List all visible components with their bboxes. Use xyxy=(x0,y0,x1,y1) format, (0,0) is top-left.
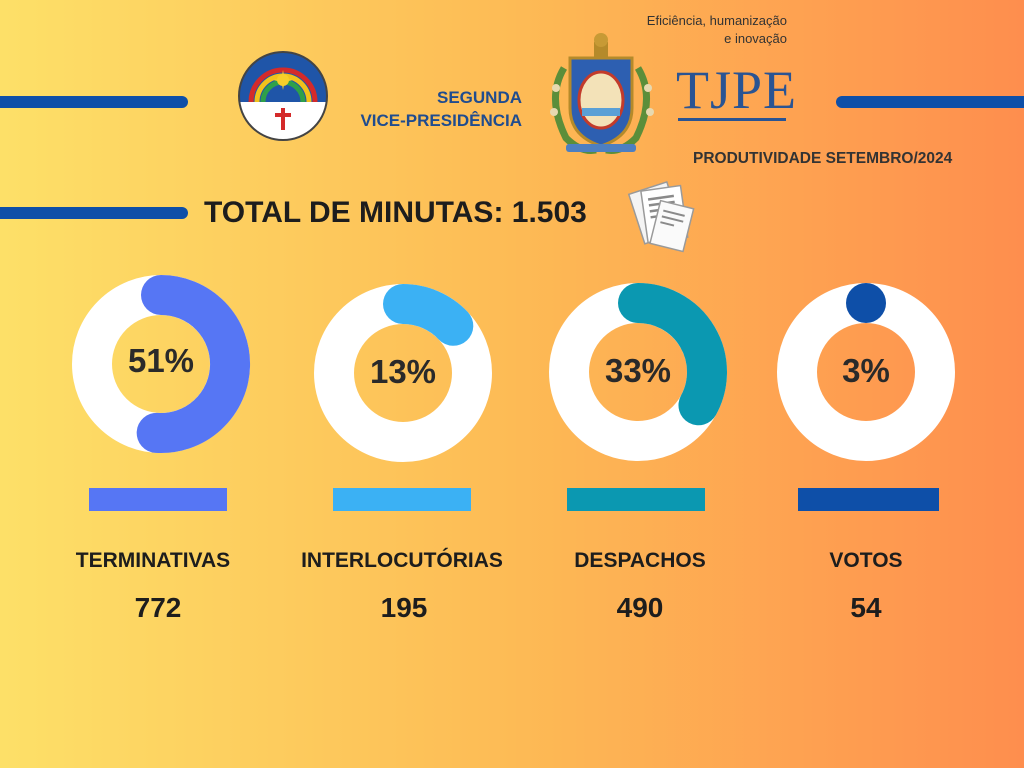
total-left-bar xyxy=(0,207,188,219)
percent-label-terminativas: 51% xyxy=(127,342,195,379)
donut-arc-terminativas xyxy=(136,275,251,453)
donut-terminativas: 51% xyxy=(71,274,251,454)
donut-votos: 3% xyxy=(776,282,956,462)
coat-of-arms-icon xyxy=(550,33,654,154)
tjpe-logo-underline xyxy=(678,118,786,121)
donut-arc-interlocutorias xyxy=(383,284,474,346)
pernambuco-flag-logo xyxy=(238,51,328,141)
org-line-2: VICE-PRESIDÊNCIA xyxy=(360,111,522,130)
donut-interlocutorias: 13% xyxy=(313,283,493,463)
value-label-despachos: 490 xyxy=(616,592,664,623)
swatch-despachos xyxy=(567,488,705,511)
header-right-bar xyxy=(836,96,1024,108)
tjpe-tagline: Eficiência, humanização e inovação xyxy=(630,12,787,48)
percent-label-votos: 3% xyxy=(842,352,890,389)
tagline-line-1: Eficiência, humanização xyxy=(646,13,787,28)
value-label-interlocutorias: 195 xyxy=(380,592,428,623)
value-label-votos: 54 xyxy=(850,592,882,623)
documents-icon xyxy=(627,181,695,253)
percent-label-interlocutorias: 13% xyxy=(369,353,437,390)
category-label-terminativas: TERMINATIVAS xyxy=(75,549,231,572)
category-label-interlocutorias: INTERLOCUTÓRIAS xyxy=(301,549,503,572)
total-minutes-label: TOTAL DE MINUTAS: 1.503 xyxy=(204,196,587,229)
swatch-votos xyxy=(798,488,939,511)
donut-arc-despachos xyxy=(618,283,727,426)
value-label-terminativas: 772 xyxy=(134,592,182,623)
category-label-despachos: DESPACHOS xyxy=(574,549,706,572)
org-line-1: SEGUNDA xyxy=(436,88,522,107)
donut-despachos: 33% xyxy=(548,282,728,462)
vice-presidency-title: SEGUNDA VICE-PRESIDÊNCIA xyxy=(330,86,522,132)
period-title: PRODUTIVIDADE SETEMBRO/2024 xyxy=(693,150,953,167)
tjpe-logo-text: TJPE xyxy=(676,60,798,120)
swatch-interlocutorias xyxy=(333,488,471,511)
tagline-line-2: e inovação xyxy=(724,31,787,46)
swatch-terminativas xyxy=(89,488,227,511)
category-label-votos: VOTOS xyxy=(829,549,903,572)
header-left-bar xyxy=(0,96,188,108)
percent-label-despachos: 33% xyxy=(604,352,672,389)
